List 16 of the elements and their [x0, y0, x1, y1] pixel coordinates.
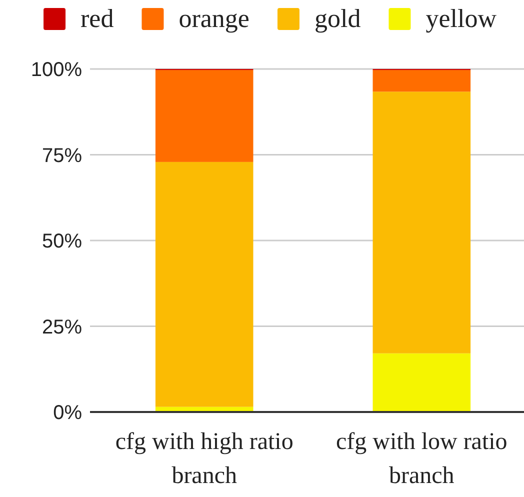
x-tick-label: cfg with high ratio branch — [115, 429, 294, 489]
bar — [155, 162, 254, 407]
y-tick-label: 0% — [53, 402, 82, 424]
legend-label: yellow — [426, 4, 497, 33]
y-tick-label: 100% — [30, 59, 82, 81]
y-tick-label: 75% — [42, 144, 82, 167]
bar — [372, 92, 471, 354]
bar — [155, 70, 254, 162]
legend-label: gold — [314, 4, 361, 33]
legend-label: red — [80, 4, 114, 33]
bar — [372, 353, 471, 412]
bar — [372, 70, 471, 92]
legend-label: orange — [178, 4, 250, 33]
y-tick-label: 50% — [42, 230, 82, 252]
y-tick-label: 25% — [42, 316, 82, 338]
x-tick-label: cfg with low ratio branch — [336, 429, 508, 489]
